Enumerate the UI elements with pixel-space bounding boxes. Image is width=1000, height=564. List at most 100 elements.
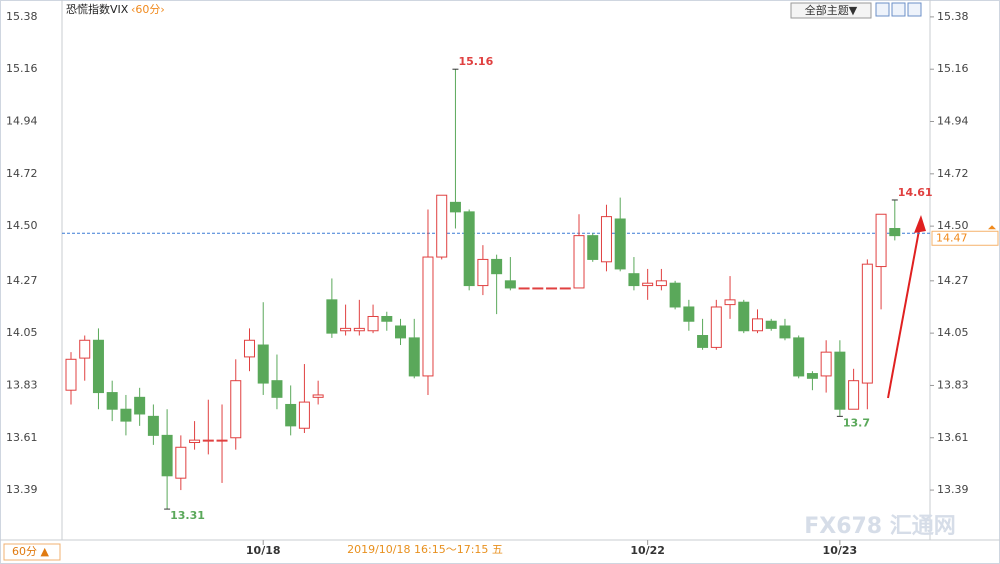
y-tick-label: 13.61 [6, 431, 38, 444]
y-tick-label: 13.39 [6, 483, 38, 496]
candle-body [436, 194, 448, 258]
candle-body [326, 299, 338, 334]
candle-body [161, 434, 173, 477]
candle-body [79, 339, 91, 359]
y2-tick-label: 14.72 [937, 167, 969, 180]
candle-body [600, 216, 612, 263]
candle-body [340, 327, 352, 332]
crosshair-label: 2019/10/18 16:15～17:15 五 [347, 543, 503, 556]
candle-body [738, 301, 750, 332]
candle-body [504, 280, 516, 289]
y2-tick-label: 15.38 [937, 10, 969, 23]
y-tick-label: 14.94 [6, 115, 38, 128]
tool-icon[interactable] [907, 2, 922, 17]
candle-body [587, 235, 599, 260]
candle-body [614, 218, 626, 270]
last-price-box [931, 230, 999, 246]
high-label: 15.16 [458, 55, 493, 68]
period-button[interactable]: 60分 ▲ [12, 545, 49, 558]
tool-icon[interactable] [875, 2, 890, 17]
candle-body [381, 315, 393, 322]
y-tick-label: 14.05 [6, 326, 38, 339]
y-tick-label: 15.16 [6, 62, 38, 75]
candle-body [298, 401, 310, 429]
y2-tick-label: 14.94 [937, 115, 969, 128]
candle-body [683, 306, 695, 322]
candle-body [518, 287, 530, 290]
watermark: FX678 汇通网 [804, 514, 956, 539]
candle-body [175, 446, 187, 479]
x-tick-label: 10/18 [246, 544, 281, 557]
candle-body [202, 439, 214, 442]
candle-body [491, 258, 503, 275]
candle-body [257, 344, 269, 384]
y-tick-label: 14.72 [6, 167, 38, 180]
candle-body [724, 299, 736, 306]
y-tick-label: 15.38 [6, 10, 38, 23]
last-price-label: 14.47 [936, 231, 968, 244]
candle-body [408, 337, 420, 377]
candle-body [463, 211, 475, 287]
low-label: 13.31 [170, 509, 205, 522]
candle-body [848, 380, 860, 410]
candle-body [655, 280, 667, 287]
candle-body [834, 351, 846, 410]
x-tick-label: 10/22 [630, 544, 665, 557]
arrow [887, 224, 921, 399]
candle-body [697, 335, 709, 348]
candle-body [765, 320, 777, 329]
candle-body [669, 282, 681, 308]
candle-body [806, 373, 818, 379]
candle-body [230, 380, 242, 439]
candle-body [147, 415, 159, 436]
candle-body [628, 273, 640, 287]
candle-body [243, 339, 255, 358]
tool-icon[interactable] [891, 2, 906, 17]
y-tick-label: 14.50 [6, 219, 38, 232]
arrow-head [914, 215, 926, 233]
candle-body [875, 213, 887, 268]
y2-tick-label: 14.50 [937, 219, 969, 232]
candle-body [65, 358, 77, 391]
theme-button[interactable]: 全部主题▼ [805, 3, 858, 17]
candle-body [120, 408, 132, 422]
high-label: 14.61 [898, 186, 933, 199]
candle-body [889, 228, 901, 237]
candle-body [642, 282, 654, 287]
candle-body [546, 287, 558, 290]
theme-button-box[interactable] [790, 2, 872, 19]
y-tick-label: 13.83 [6, 378, 38, 391]
y2-tick-label: 13.39 [937, 483, 969, 496]
period[interactable]: ‹60分› [131, 3, 165, 16]
candle-body [861, 263, 873, 384]
y2-tick-label: 13.83 [937, 378, 969, 391]
candle-body [449, 201, 461, 213]
candle-body [395, 325, 407, 339]
candle-body [752, 318, 763, 332]
candle-body [106, 392, 118, 410]
y2-tick-label: 14.27 [937, 274, 969, 287]
period-button-box[interactable] [3, 543, 61, 561]
chart-title: 恐慌指数VIX [66, 2, 129, 16]
candle-body [779, 325, 791, 339]
x-tick-label: 10/23 [823, 544, 858, 557]
candle-body [189, 439, 201, 444]
candle-body [216, 439, 228, 442]
candle-body [710, 306, 722, 348]
candle-body [134, 396, 146, 415]
candle-body [532, 287, 544, 290]
candle-body [312, 394, 324, 398]
candle-body [477, 258, 489, 287]
low-label: 13.7 [843, 416, 870, 429]
candle-body [367, 315, 379, 332]
candle-body [573, 235, 585, 289]
candle-body [285, 403, 297, 427]
candle-body [820, 351, 832, 377]
candle-body [271, 380, 283, 398]
last-price-marker [988, 225, 996, 230]
candle-body [793, 337, 805, 377]
candle-body [422, 256, 434, 377]
candle-body [353, 327, 365, 332]
